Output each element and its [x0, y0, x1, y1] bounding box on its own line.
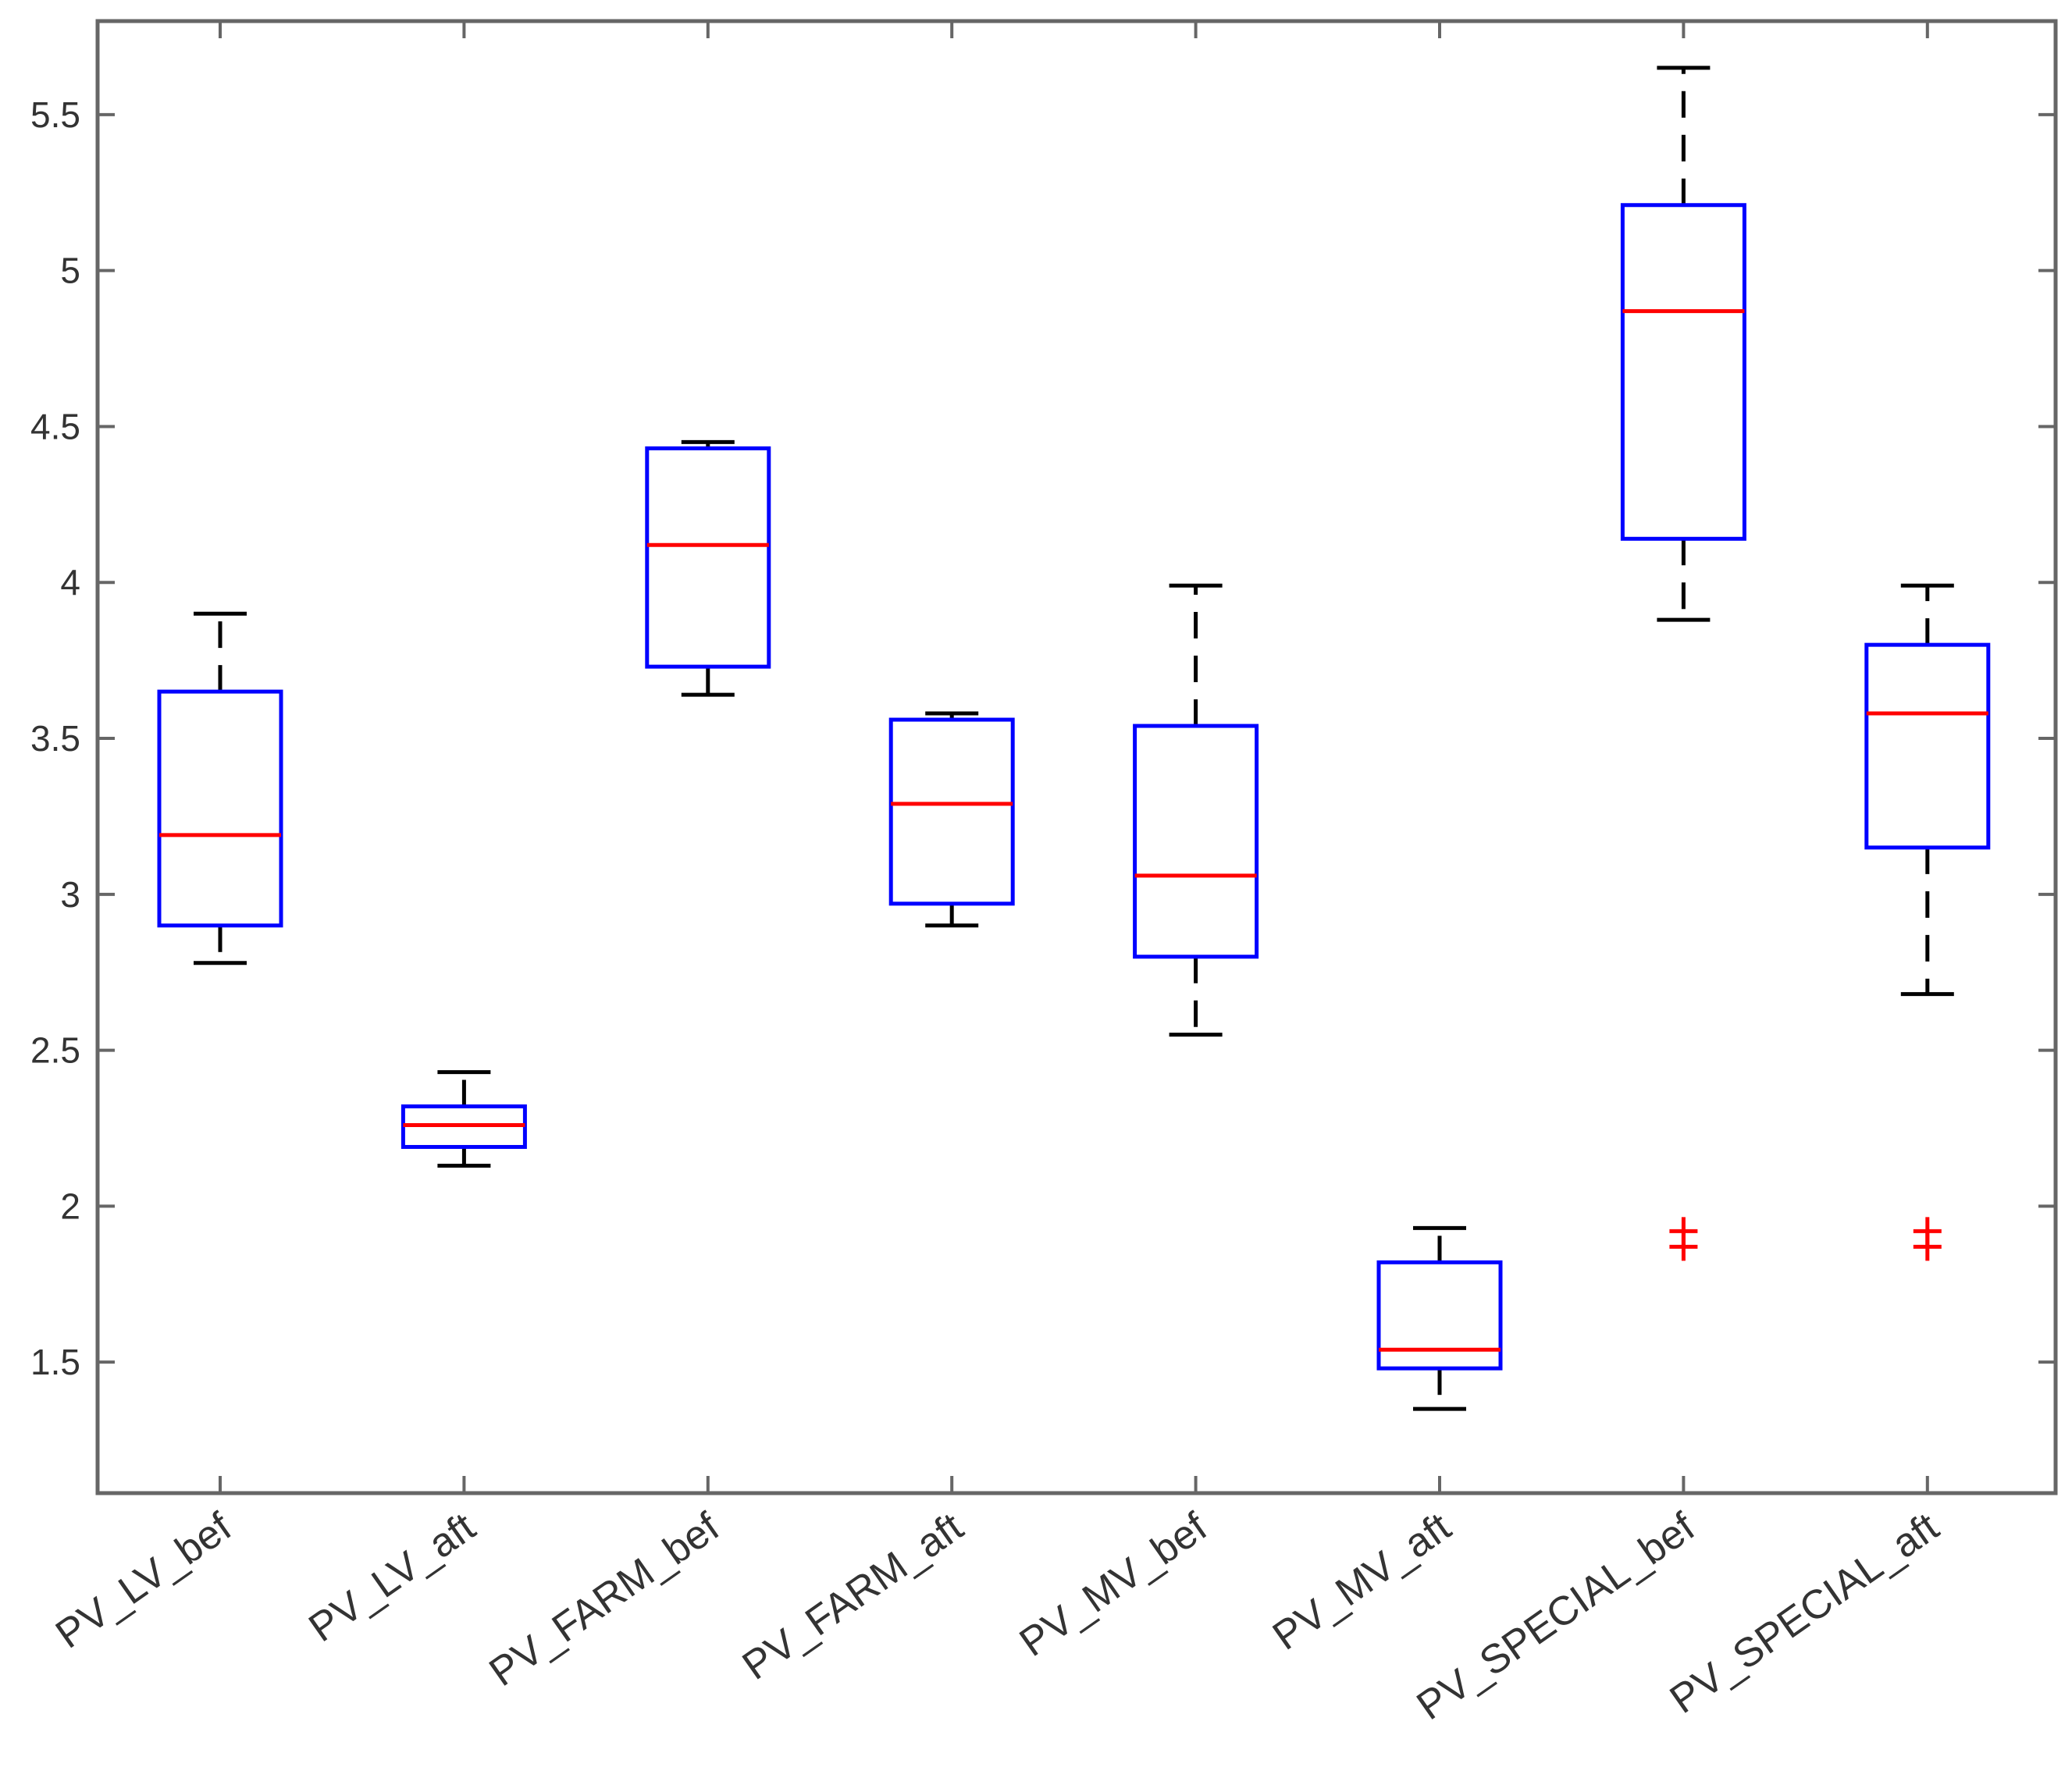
box-pv-mv-aft: [1376, 1225, 1503, 1411]
interquartile-box: [1620, 203, 1746, 541]
box-pv-mv-bef: [1133, 583, 1259, 1037]
y-tick-label: 2.5: [30, 1030, 80, 1071]
y-tick-label: 4: [60, 562, 80, 603]
box-series: [157, 66, 1991, 1411]
y-tick-label: 5.5: [30, 94, 80, 135]
box-pv-farm-bef: [645, 439, 771, 697]
interquartile-box: [1864, 642, 1991, 850]
y-tick-label: 1.5: [30, 1342, 80, 1382]
y-tick-label: 2: [60, 1186, 80, 1226]
y-tick-label: 5: [60, 251, 80, 291]
box-pv-lv-bef: [157, 611, 283, 965]
interquartile-box: [645, 446, 771, 669]
interquartile-box: [1133, 724, 1259, 959]
axis-ticks: 1.5 2 2.5 3 3.5 4 4.5 5 5.5: [30, 21, 2056, 1493]
box-pv-farm-aft: [888, 711, 1015, 928]
interquartile-box: [1376, 1260, 1503, 1371]
interquartile-box: [888, 717, 1015, 906]
box-pv-special-aft: [1864, 583, 1991, 1261]
box-pv-special-bef: [1620, 66, 1746, 1261]
y-tick-label: 3: [60, 874, 80, 915]
plot-area-frame: [95, 19, 2058, 1495]
y-tick-label: 4.5: [30, 406, 80, 446]
interquartile-box: [157, 689, 283, 928]
box-pv-lv-aft: [401, 1070, 527, 1168]
y-tick-label: 3.5: [30, 718, 80, 759]
